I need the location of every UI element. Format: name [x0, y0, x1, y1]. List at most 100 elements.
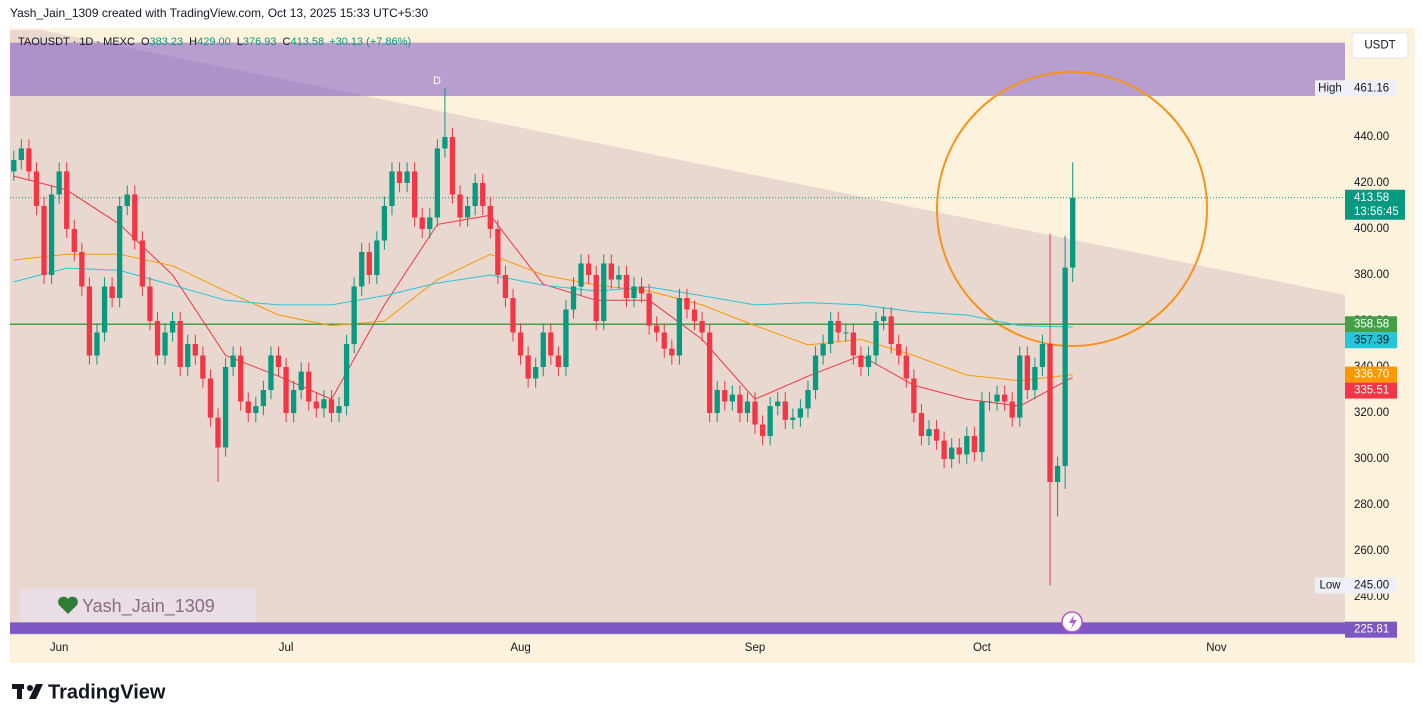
candle-body — [502, 274, 509, 298]
price-label-box — [1345, 382, 1397, 399]
candle-body — [880, 316, 887, 321]
candle-body — [185, 344, 191, 368]
brand: TradingView — [48, 681, 166, 703]
moving-average — [13, 175, 1073, 407]
candle-body — [1017, 355, 1023, 418]
candle-body — [117, 205, 123, 298]
candle-body — [359, 251, 365, 287]
candle-body — [26, 148, 32, 172]
logo-part — [27, 685, 33, 691]
candle-body — [517, 332, 524, 356]
candle-body — [714, 390, 720, 414]
candle-body — [631, 286, 637, 298]
candle-body — [964, 436, 970, 455]
candle-body — [18, 148, 24, 160]
candle-body — [812, 355, 819, 391]
candle-body — [1001, 394, 1008, 402]
candle-body — [510, 297, 516, 333]
candle-body — [737, 394, 743, 414]
candle-body — [933, 429, 940, 441]
candle-body — [1062, 267, 1068, 466]
watermark-box — [20, 589, 256, 622]
y-tick-label: 240.00 — [1354, 591, 1389, 603]
price-zone — [10, 42, 1345, 97]
candle-body — [759, 424, 766, 437]
y-tick-label: 300.00 — [1354, 453, 1389, 465]
candle-body — [790, 417, 796, 420]
candle-body — [941, 440, 947, 460]
candle-body — [207, 378, 214, 418]
candle-body — [820, 344, 826, 356]
candle-body — [48, 194, 55, 275]
candle-body — [918, 413, 925, 437]
candle-body — [64, 171, 70, 229]
candle-body — [608, 263, 614, 280]
logo-part — [29, 684, 43, 699]
candle-body — [442, 136, 448, 149]
candle-body — [192, 344, 198, 356]
legend-key: C — [283, 36, 291, 48]
candle-body — [321, 399, 327, 409]
candle-body — [457, 194, 463, 218]
candle-body — [601, 263, 607, 321]
candle-body — [593, 274, 599, 321]
candle-body — [472, 182, 478, 206]
candle-body — [729, 394, 735, 402]
candle-body — [154, 320, 161, 356]
candle-body — [744, 401, 751, 414]
heart-icon — [58, 596, 78, 614]
candle-body — [389, 171, 395, 206]
candle-body — [412, 171, 418, 218]
price-label-box — [1345, 316, 1397, 333]
candle-body — [555, 355, 562, 368]
candle-body — [1024, 355, 1030, 391]
price-label-box — [1345, 332, 1397, 349]
candle-body — [260, 390, 267, 407]
candle-body — [654, 325, 660, 333]
candle-body — [230, 355, 236, 368]
candle-body — [396, 171, 403, 183]
candle-body — [949, 447, 955, 460]
price-label-box — [1345, 621, 1397, 638]
candle-body — [623, 274, 630, 298]
candle-body — [351, 286, 357, 345]
x-tick-label: Aug — [510, 642, 530, 654]
candle-body — [956, 447, 962, 455]
candle-body — [525, 355, 531, 379]
candle-body — [79, 251, 85, 287]
price-label-box — [1345, 80, 1397, 97]
x-tick-label: Jul — [279, 642, 294, 654]
price-label-name-box — [1315, 577, 1345, 594]
y-tick-label: 400.00 — [1354, 223, 1389, 235]
legend-value: 383.23 — [150, 36, 184, 48]
candle-body — [865, 355, 872, 368]
candle-body — [782, 401, 788, 420]
candle-body — [215, 417, 221, 448]
candle-body — [162, 332, 168, 356]
logo-part — [17, 684, 22, 699]
event-icon-bolt — [1069, 615, 1077, 629]
candle-body — [911, 378, 917, 414]
candle-body — [109, 286, 115, 298]
price-label: 225.81 — [1354, 624, 1389, 636]
moving-average — [13, 267, 1073, 328]
candle-body — [94, 332, 100, 356]
candle-body — [268, 355, 274, 391]
candle-body — [132, 194, 138, 241]
currency-box[interactable] — [1351, 32, 1409, 59]
legend-key: O — [141, 36, 150, 48]
watermark: Yash_Jain_1309 — [82, 596, 215, 617]
candle-body — [669, 348, 675, 356]
price-label-name: High — [1318, 82, 1342, 94]
candle-body — [343, 344, 350, 407]
candle-body — [979, 401, 985, 453]
annotation: D — [433, 75, 441, 87]
candle-body — [124, 194, 130, 206]
candle-body — [850, 332, 857, 356]
candle-body — [661, 332, 667, 349]
candle-body — [238, 355, 244, 402]
price-label-name-box — [1315, 80, 1345, 97]
candle-body — [684, 297, 690, 310]
candle-body — [540, 332, 546, 368]
legend-value: 429.00 — [197, 36, 231, 48]
